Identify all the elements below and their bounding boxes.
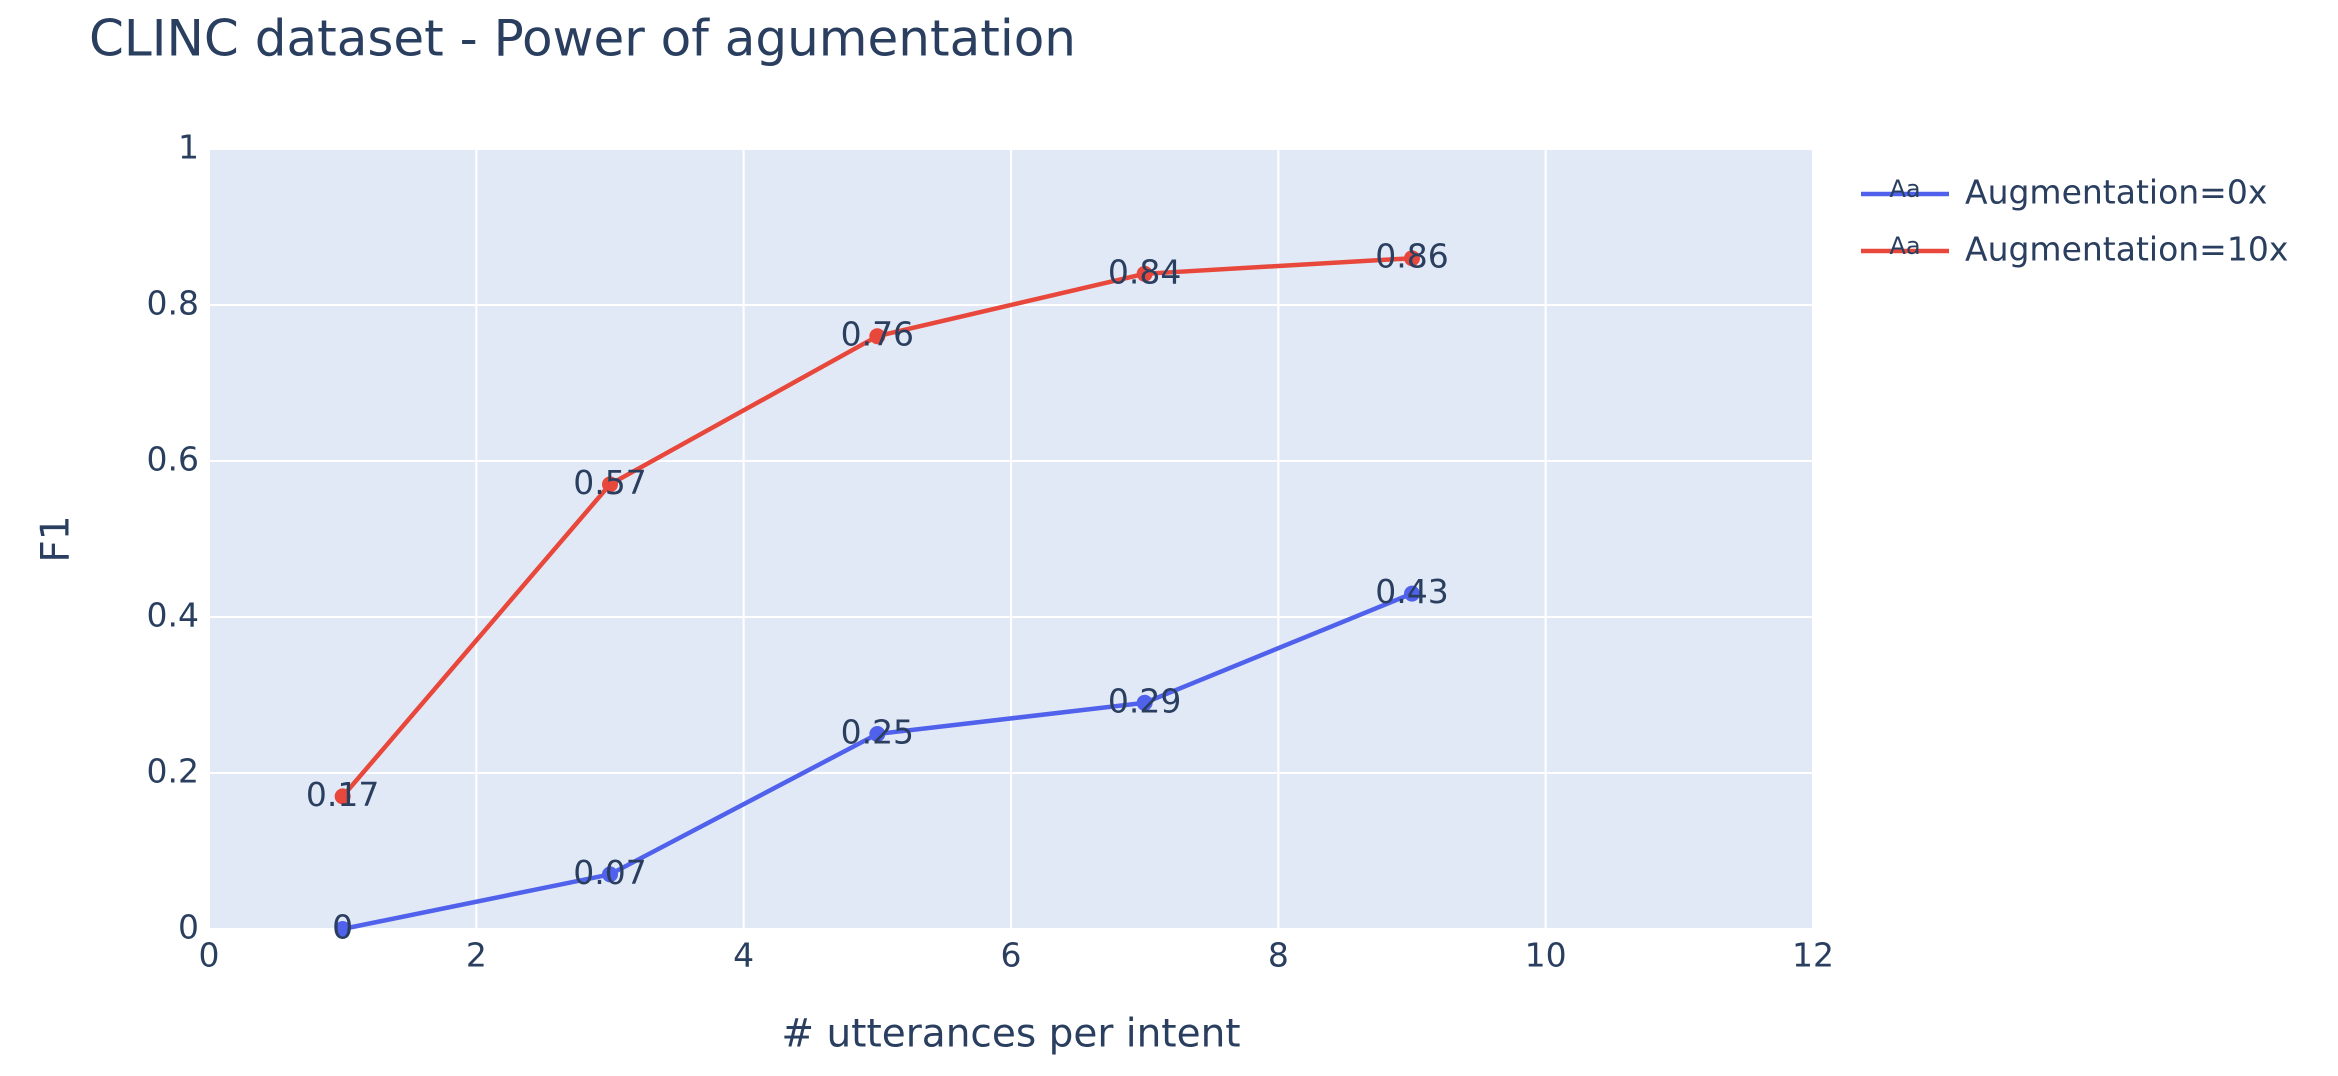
data-label: 0.29: [1108, 681, 1181, 720]
data-label: 0.57: [573, 463, 646, 502]
data-point: [602, 476, 618, 493]
x-tick-label: 6: [1001, 936, 1022, 975]
x-tick-label: 2: [466, 936, 487, 975]
data-point: [869, 726, 886, 742]
data-label: 0: [332, 908, 353, 947]
x-tick-label: 12: [1792, 936, 1834, 975]
legend-symbol: Aa: [1889, 175, 1920, 203]
y-tick-label: 0.4: [147, 596, 199, 635]
data-point: [1404, 585, 1420, 602]
data-point: [1404, 250, 1420, 267]
legend-symbol: Aa: [1889, 232, 1920, 260]
y-tick-label: 0: [178, 908, 199, 947]
data-label: 0.07: [573, 853, 646, 892]
data-point: [334, 921, 351, 937]
x-axis-label: # utterances per intent: [781, 1012, 1240, 1057]
data-point: [1136, 265, 1153, 282]
data-point: [869, 328, 886, 345]
data-label: 0.25: [841, 713, 914, 752]
x-tick-label: 0: [199, 936, 220, 975]
data-label: 0.84: [1108, 252, 1181, 291]
data-point: [602, 866, 618, 883]
data-point: [1136, 694, 1153, 711]
x-tick-label: 8: [1268, 936, 1289, 975]
y-tick-label: 0.8: [147, 284, 199, 323]
x-tick-label: 4: [733, 936, 754, 975]
chart-title: CLINC dataset - Power of agumentation: [89, 10, 1076, 68]
data-label: 0.76: [841, 315, 914, 354]
y-axis-label: F1: [34, 515, 79, 562]
data-label: 0.17: [306, 775, 379, 814]
y-tick-label: 0.2: [147, 752, 199, 791]
y-tick-label: 0.6: [147, 440, 199, 479]
x-tick-label: 10: [1525, 936, 1567, 975]
data-label: 0.43: [1375, 572, 1448, 611]
data-point: [334, 788, 351, 805]
y-tick-label: 1: [178, 128, 199, 167]
legend-label: Augmentation=0x: [1965, 173, 2267, 212]
data-label: 0.86: [1375, 237, 1448, 276]
legend-label: Augmentation=10x: [1965, 230, 2288, 269]
